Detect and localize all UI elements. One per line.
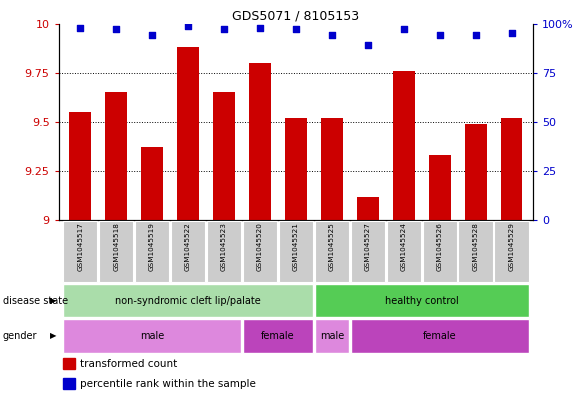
Bar [63, 378, 75, 389]
Bar [387, 221, 421, 282]
Text: percentile rank within the sample: percentile rank within the sample [80, 378, 256, 389]
Text: transformed count: transformed count [80, 359, 177, 369]
Point [255, 24, 265, 31]
Bar [285, 118, 306, 220]
Text: male: male [140, 331, 164, 341]
Bar [357, 196, 379, 220]
Text: GSM1045523: GSM1045523 [221, 222, 227, 271]
Text: disease state: disease state [3, 296, 68, 306]
Bar [105, 92, 127, 220]
Text: GSM1045522: GSM1045522 [185, 222, 191, 271]
Point [111, 26, 121, 33]
Text: healthy control: healthy control [385, 296, 459, 306]
Text: GSM1045527: GSM1045527 [365, 222, 371, 271]
Bar [429, 155, 451, 220]
Text: GSM1045519: GSM1045519 [149, 222, 155, 271]
Bar [249, 63, 271, 220]
Point [435, 32, 444, 39]
Bar [63, 358, 75, 369]
Bar [495, 221, 529, 282]
Text: GSM1045524: GSM1045524 [401, 222, 407, 271]
Bar [141, 147, 163, 220]
Bar [321, 118, 343, 220]
Text: GSM1045518: GSM1045518 [113, 222, 119, 271]
Point [507, 30, 516, 37]
Text: female: female [261, 331, 295, 341]
Bar [279, 221, 313, 282]
Text: GSM1045525: GSM1045525 [329, 222, 335, 271]
Text: GSM1045520: GSM1045520 [257, 222, 263, 271]
Bar [63, 320, 241, 353]
Bar [99, 221, 134, 282]
Point [327, 32, 336, 39]
Text: gender: gender [3, 331, 38, 341]
Text: female: female [423, 331, 456, 341]
Bar [315, 320, 349, 353]
Bar [213, 92, 235, 220]
Bar [243, 320, 313, 353]
Bar [423, 221, 457, 282]
Bar [501, 118, 523, 220]
Text: male: male [320, 331, 344, 341]
Point [291, 26, 301, 33]
Bar [243, 221, 277, 282]
Point [148, 32, 157, 39]
Point [76, 24, 85, 31]
Text: GSM1045526: GSM1045526 [437, 222, 443, 271]
Bar [458, 221, 493, 282]
Text: GSM1045517: GSM1045517 [77, 222, 83, 271]
Bar [135, 221, 169, 282]
Text: GSM1045529: GSM1045529 [509, 222, 515, 271]
Bar [350, 320, 529, 353]
Bar [69, 112, 91, 220]
Text: ▶: ▶ [50, 332, 57, 340]
Bar [315, 284, 529, 317]
Bar [393, 71, 414, 220]
Bar [465, 124, 486, 220]
Bar [315, 221, 349, 282]
Point [471, 32, 481, 39]
Bar [177, 47, 199, 220]
Bar [63, 284, 313, 317]
Bar [63, 221, 97, 282]
Text: GSM1045521: GSM1045521 [293, 222, 299, 271]
Bar [207, 221, 241, 282]
Text: non-syndromic cleft lip/palate: non-syndromic cleft lip/palate [115, 296, 261, 306]
Point [363, 42, 373, 48]
Title: GDS5071 / 8105153: GDS5071 / 8105153 [233, 9, 359, 22]
Point [183, 22, 193, 29]
Point [219, 26, 229, 33]
Point [399, 26, 408, 33]
Text: GSM1045528: GSM1045528 [473, 222, 479, 271]
Text: ▶: ▶ [50, 296, 57, 305]
Bar [171, 221, 205, 282]
Bar [350, 221, 385, 282]
